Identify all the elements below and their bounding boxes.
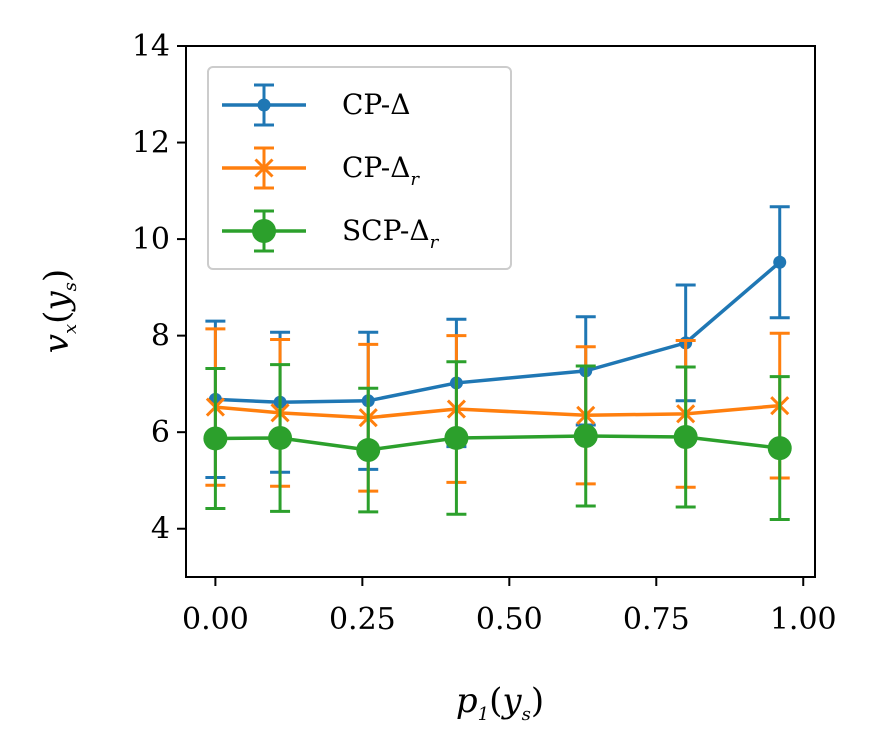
series-1 xyxy=(205,327,790,493)
axes-frame xyxy=(185,45,816,578)
plot-area xyxy=(203,205,792,522)
legend: CP-Δ CP-Δr SCP-Δr xyxy=(207,66,512,270)
x-tick-label: 0.00 xyxy=(182,602,249,637)
x-tick-label: 0.50 xyxy=(476,602,543,637)
y-axis-title: vx(ys) xyxy=(37,269,81,353)
data-point xyxy=(767,436,792,461)
y-tick-label: 12 xyxy=(132,126,170,161)
data-point xyxy=(444,425,469,450)
x-axis-title: p1(ys) xyxy=(456,681,544,725)
legend-label-cp-delta: CP-Δ xyxy=(342,88,410,121)
legend-marker xyxy=(257,98,271,112)
axis-ticks: 0.00 0.25 0.50 0.75 1.00 4 6 8 10 12 14 xyxy=(132,29,837,637)
data-point xyxy=(356,438,381,463)
legend-samples xyxy=(222,83,306,253)
legend-marker xyxy=(254,158,274,178)
x-tick-label: 0.25 xyxy=(329,602,396,637)
legend-frame xyxy=(207,66,512,270)
legend-sample-2 xyxy=(222,209,306,253)
series-line xyxy=(215,260,781,405)
x-tick-label: 1.00 xyxy=(770,602,837,637)
x-tick-label: 0.75 xyxy=(623,602,690,637)
y-tick-label: 6 xyxy=(151,415,170,450)
data-point xyxy=(573,424,598,449)
y-tick-label: 8 xyxy=(151,319,170,354)
y-tick-label: 10 xyxy=(132,222,170,257)
data-point xyxy=(268,425,293,450)
legend-label-scp-delta-r: SCP-Δr xyxy=(342,214,440,253)
data-point xyxy=(203,426,228,451)
y-tick-label: 4 xyxy=(151,512,170,547)
legend-marker xyxy=(252,219,276,243)
series-line xyxy=(215,403,780,420)
legend-sample-0 xyxy=(222,83,306,127)
legend-label-cp-delta-r: CP-Δr xyxy=(342,151,420,190)
series-2 xyxy=(203,360,792,522)
legend-sample-1 xyxy=(222,146,306,190)
data-point xyxy=(673,425,698,450)
y-tick-label: 14 xyxy=(132,29,170,64)
data-point xyxy=(773,255,787,269)
